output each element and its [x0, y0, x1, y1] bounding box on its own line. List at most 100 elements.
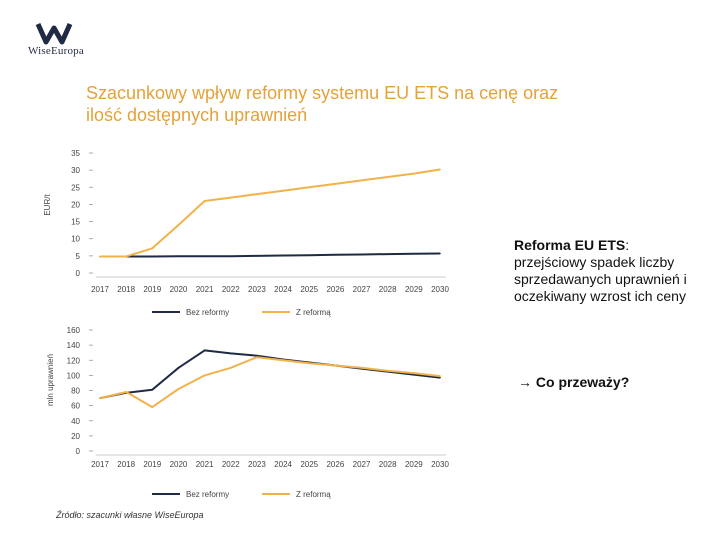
chart-1-series-1-point — [203, 255, 206, 257]
chart-1-y-tick-label: 20 — [71, 200, 80, 209]
chart-1-x-tick-label: 2017 — [91, 285, 109, 294]
note-heading: Reforma EU ETS — [514, 237, 626, 253]
chart-1-y-tick-label: 5 — [76, 252, 81, 261]
chart-1-legend-label: Bez reformy — [186, 308, 229, 317]
chart-2-series-1-point — [229, 352, 232, 355]
chart-1-y-tick-label: 10 — [71, 235, 80, 244]
wiseeuropa-logo-icon — [35, 22, 73, 45]
chart-2-series-bez-reformy-line — [99, 349, 441, 400]
chart-2-y-tick-label: 60 — [71, 402, 80, 411]
chart-1-series-1-point — [413, 253, 415, 255]
chart-2-series-1-point — [151, 388, 154, 391]
chart-1-series-1-point — [360, 253, 363, 256]
chart-1-x-tick-label: 2021 — [196, 285, 214, 294]
chart-1-series-2-point — [125, 255, 127, 258]
reform-note: Reforma EU ETS: przejściowy spadek liczb… — [514, 237, 704, 305]
chart-2-y-tick-label: 20 — [71, 432, 80, 441]
title-line-1: Szacunkowy wpływ reformy systemu EU ETS … — [86, 83, 559, 103]
chart-2-x-tick-label: 2018 — [117, 460, 135, 469]
chart-2-legend-label: Z reformą — [296, 490, 331, 499]
chart-2-x-tick-label: 2026 — [326, 460, 344, 469]
chart-2-y-tick-label: 120 — [67, 356, 81, 365]
chart-2-y-tick-label: 160 — [67, 326, 81, 335]
chart-1-series-1-point — [334, 254, 337, 256]
chart-1-legend-label: Z reformą — [296, 308, 331, 317]
chart-1-x-tick-label: 2029 — [405, 285, 423, 294]
chart-1-series-1-point — [308, 254, 311, 256]
chart-2-series-2-point — [334, 364, 337, 367]
chart-2-series-2-point — [125, 391, 127, 393]
note-colon: : — [625, 237, 630, 253]
chart-1-y-tick-label: 35 — [71, 149, 80, 158]
chart-2-x-tick-label: 2019 — [143, 460, 161, 469]
chart-1-x-tick-label: 2027 — [353, 285, 371, 294]
chart-1-series-1-point — [282, 254, 284, 257]
chart-2-x-tick-label: 2027 — [353, 460, 371, 469]
chart-1-series-bez-reformy-line — [100, 252, 441, 258]
chart-2-y-axis-label: mln uprawnień — [46, 354, 55, 406]
chart-2-y-tick-label: 80 — [71, 387, 80, 396]
chart-2-legend-label: Bez reformy — [186, 490, 229, 499]
chart-1-series-1-point — [177, 255, 180, 257]
chart-1-x-tick-label: 2020 — [170, 285, 188, 294]
question-text: Co przeważy? — [535, 374, 630, 390]
chart-1-x-tick-label: 2026 — [326, 285, 344, 294]
chart-1-series-2-point — [177, 224, 180, 226]
chart-1-series-2-point — [151, 247, 154, 250]
chart-2-series-2-point — [99, 397, 101, 399]
chart-1-x-tick-label: 2019 — [143, 285, 161, 294]
chart-2-series-1-point — [413, 373, 415, 376]
chart-2-y-tick-label: 140 — [67, 341, 81, 350]
question-line: → Co przeważy? — [518, 374, 629, 390]
chart-1-x-tick-label: 2025 — [300, 285, 318, 294]
chart-1-series-2-point — [282, 189, 284, 192]
chart-1-series-1-point — [256, 255, 258, 257]
chart-2-y-tick-label: 40 — [71, 417, 80, 426]
chart-2-series-2-point — [256, 356, 258, 359]
chart-1-series-1-point — [439, 252, 441, 255]
chart-2-series-1-point — [177, 367, 180, 369]
title-line-2: ilość dostępnych uprawnień — [86, 105, 308, 125]
chart-2-x-tick-label: 2025 — [300, 460, 318, 469]
chart-1-y-tick-label: 0 — [76, 269, 81, 278]
chart-1-series-2-point — [334, 183, 337, 185]
chart-2-series-2-point — [203, 374, 206, 377]
chart-1-series-2-point — [256, 193, 258, 195]
chart-2-y-tick-label: 100 — [67, 371, 81, 380]
chart-2-x-tick-label: 2023 — [248, 460, 266, 469]
source-note: Źródło: szacunki własne WiseEuropa — [56, 510, 204, 520]
chart-1-series-1-point — [229, 255, 232, 257]
chart-2-x-tick-label: 2028 — [379, 460, 397, 469]
chart-1-series-z-reforma-line — [100, 168, 441, 258]
chart-2-series-2-point — [177, 388, 180, 390]
chart-1-x-tick-label: 2022 — [222, 285, 240, 294]
chart-2-series-2-point — [439, 375, 441, 377]
chart-1-y-tick-label: 25 — [71, 183, 80, 192]
chart-2-x-tick-label: 2029 — [405, 460, 423, 469]
chart-2-y-tick-label: 0 — [76, 447, 81, 456]
chart-1-y-tick-label: 15 — [71, 218, 80, 227]
chart-2-series-2-point — [151, 406, 154, 408]
chart-1-y-tick-label: 30 — [71, 166, 80, 175]
chart-2-series-z-reforma-line — [99, 356, 441, 409]
chart-1-series-2-point — [360, 179, 363, 182]
chart-1-series-1-point — [151, 255, 154, 258]
chart-1-series-2-point — [203, 200, 206, 202]
chart-1-series-2-point — [439, 168, 441, 171]
chart-2-series-1-point — [203, 349, 206, 352]
logo-text: WiseEuropa — [28, 45, 84, 57]
chart-2-series-2-point — [360, 367, 363, 369]
chart-1-series-2-point — [99, 255, 101, 258]
chart-2-series-1-point — [256, 354, 258, 357]
chart-1-series-2-point — [229, 196, 232, 199]
chart-2-series-2-point — [308, 362, 311, 365]
chart-2-series-1-point — [439, 376, 441, 379]
chart-1-series-2-point — [308, 186, 311, 189]
chart-2-series-2-point — [413, 372, 415, 374]
chart-2-x-tick-label: 2017 — [91, 460, 109, 469]
chart-1-x-tick-label: 2024 — [274, 285, 292, 294]
page-title: Szacunkowy wpływ reformy systemu EU ETS … — [86, 82, 686, 126]
chart-1-x-tick-label: 2018 — [117, 285, 135, 294]
arrow-icon: → — [518, 374, 532, 390]
